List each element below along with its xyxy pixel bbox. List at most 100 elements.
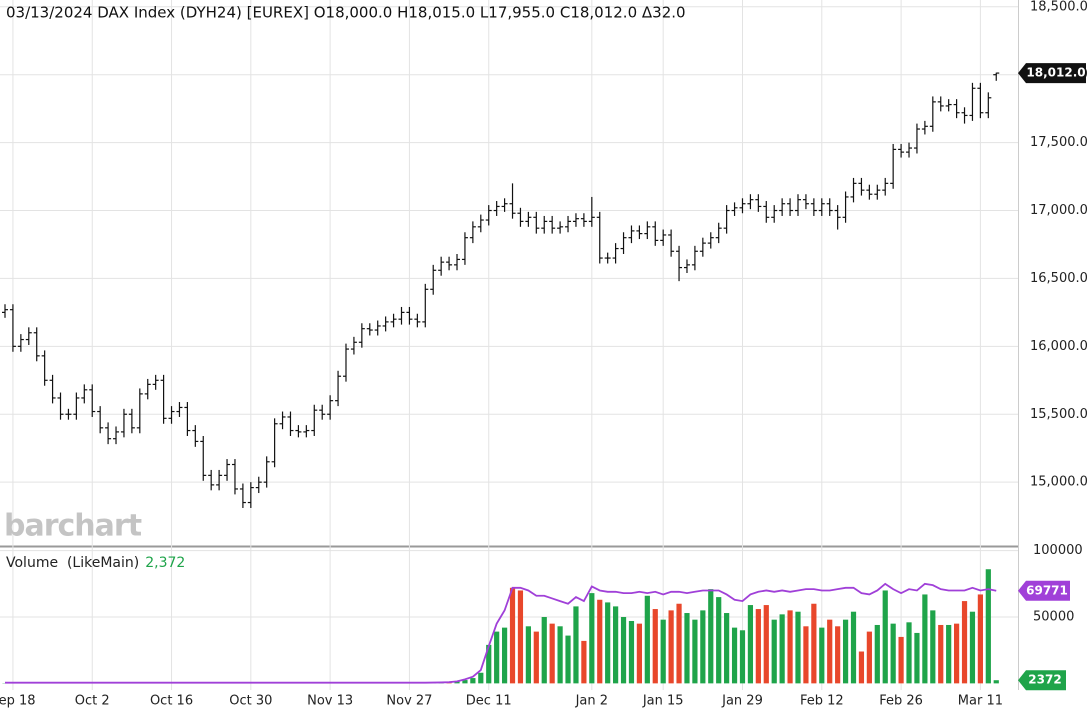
last-price-label: 18,012.0 xyxy=(1026,66,1085,80)
volume-bar xyxy=(803,626,809,684)
volume-bar xyxy=(700,610,706,684)
ohlc-bar xyxy=(160,374,167,424)
x-tick-label: Jan 15 xyxy=(642,694,684,709)
volume-bar xyxy=(636,623,642,684)
ohlc-bar xyxy=(525,211,532,227)
ohlc-bar xyxy=(335,370,342,407)
volume-bar xyxy=(652,609,658,684)
ohlc-bar xyxy=(683,259,690,273)
volume-bar xyxy=(890,623,896,684)
volume-bar xyxy=(478,672,484,684)
y-tick-label: 50000 xyxy=(1033,610,1074,625)
ohlc-bar xyxy=(557,221,564,234)
volume-bar xyxy=(938,624,944,684)
ohlc-bar xyxy=(366,323,373,336)
volume-bar xyxy=(755,609,761,684)
x-tick-label: Oct 16 xyxy=(150,694,193,709)
ohlc-bar xyxy=(144,378,151,400)
volume-bar xyxy=(819,627,825,684)
ohlc-bar xyxy=(913,123,920,154)
volume-legend: Volume (LikeMain) 2,372 xyxy=(6,555,185,571)
volume-bar xyxy=(613,606,619,684)
volume-bar xyxy=(692,619,698,684)
volume-bar xyxy=(930,610,936,684)
ohlc-bar xyxy=(779,198,786,216)
ohlc-bar xyxy=(239,483,246,508)
ohlc-bar xyxy=(342,343,349,382)
volume-bar xyxy=(898,636,904,684)
ohlc-bar xyxy=(818,198,825,216)
volume-bar xyxy=(676,603,682,684)
volume-bar xyxy=(985,569,991,684)
ohlc-bar xyxy=(311,404,318,436)
y-tick-label: 100000 xyxy=(1033,543,1083,558)
y-tick-label: 18,500.0 xyxy=(1030,0,1088,14)
ohlc-bar xyxy=(731,202,738,216)
ohlc-bar xyxy=(382,316,389,332)
volume-bar xyxy=(946,624,952,684)
volume-bar xyxy=(866,631,872,684)
ohlc-bar xyxy=(993,72,1000,81)
ohlc-bar xyxy=(168,406,175,424)
ohlc-bar xyxy=(969,82,976,121)
ohlc-bar xyxy=(327,395,334,420)
ohlc-bar xyxy=(430,264,437,295)
ohlc-bar xyxy=(691,245,698,271)
volume-bar xyxy=(533,631,539,684)
ohlc-bar xyxy=(763,201,770,223)
ohlc-bar xyxy=(890,143,897,189)
volume-bar xyxy=(628,620,635,684)
volume-bar xyxy=(517,590,524,684)
x-tick-label: Jan 29 xyxy=(721,694,763,709)
ohlc-bar xyxy=(358,323,365,348)
ohlc-bar xyxy=(224,459,231,481)
ohlc-bar xyxy=(565,215,572,233)
ohlc-bar xyxy=(279,411,286,430)
volume-bar xyxy=(961,601,968,684)
ma-badge-label: 69771 xyxy=(1026,583,1068,597)
ohlc-bar xyxy=(802,194,809,210)
ohlc-bar xyxy=(929,96,936,132)
ohlc-bar xyxy=(755,194,762,212)
ohlc-bar xyxy=(303,425,310,438)
x-tick-label: Dec 11 xyxy=(466,694,512,709)
x-tick-label: Sep 18 xyxy=(0,694,36,709)
volume-bar xyxy=(850,611,857,684)
volume-bar xyxy=(779,614,785,684)
volume-bar xyxy=(739,630,746,684)
ohlc-bar xyxy=(501,198,508,212)
ohlc-bar xyxy=(898,143,905,158)
ohlc-bar xyxy=(422,283,429,328)
ohlc-bar xyxy=(17,334,24,352)
volume-bar xyxy=(882,590,888,684)
x-tick-label: Jan 2 xyxy=(575,694,608,709)
volume-bar xyxy=(954,623,960,684)
ohlc-bar xyxy=(850,177,857,203)
ohlc-bar xyxy=(580,213,587,227)
chart-title: 03/13/2024 DAX Index (DYH24) [EUREX] O18… xyxy=(6,4,686,22)
ohlc-bar xyxy=(33,327,40,362)
volume-bar xyxy=(811,603,817,684)
ohlc-bar xyxy=(255,476,262,494)
ohlc-bar xyxy=(374,320,381,336)
ohlc-bar xyxy=(874,184,881,200)
volume-bar xyxy=(969,611,976,684)
ohlc-bar xyxy=(676,245,683,282)
ohlc-bar xyxy=(953,99,960,119)
x-tick-label: Oct 2 xyxy=(75,694,110,709)
ohlc-bar xyxy=(549,215,556,234)
ohlc-bar xyxy=(406,306,413,325)
ohlc-bar xyxy=(398,306,405,325)
x-tick-label: Feb 12 xyxy=(800,694,844,709)
ohlc-bar xyxy=(49,374,56,404)
ohlc-bar xyxy=(707,232,714,249)
ohlc-bar xyxy=(509,183,516,219)
ohlc-bar xyxy=(715,222,722,244)
y-tick-label: 17,000.0 xyxy=(1030,203,1088,218)
ohlc-bar xyxy=(319,404,326,420)
ohlc-bar xyxy=(628,225,635,244)
volume-badge xyxy=(1018,670,1066,691)
volume-bar xyxy=(684,613,690,684)
volume-bar xyxy=(716,597,722,684)
ohlc-bar xyxy=(57,392,64,420)
